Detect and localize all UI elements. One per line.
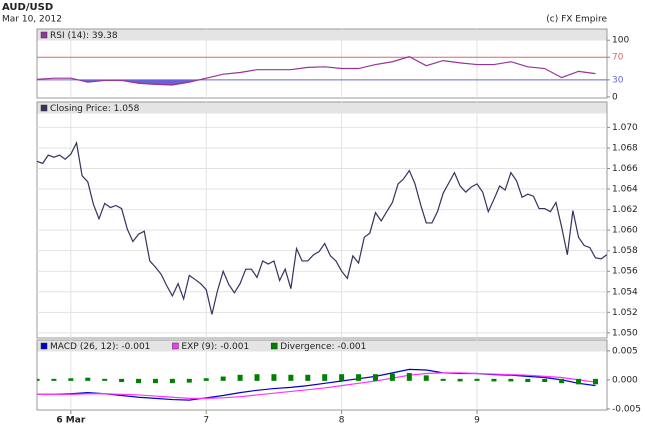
bar bbox=[271, 374, 277, 381]
legend-swatch bbox=[40, 104, 48, 112]
bar bbox=[37, 378, 40, 381]
y-tick-label: 1.066 bbox=[612, 164, 638, 174]
plot-area bbox=[37, 340, 598, 410]
bar bbox=[491, 378, 497, 382]
panel-header bbox=[37, 102, 607, 114]
bar bbox=[254, 374, 260, 381]
y-tick-label: 0.005 bbox=[612, 346, 638, 356]
panel bbox=[36, 101, 608, 339]
y-tick-label: -0.005 bbox=[612, 404, 641, 414]
bar bbox=[372, 374, 378, 381]
bar bbox=[237, 374, 243, 381]
bar bbox=[339, 374, 345, 381]
legend-label: RSI (14): 39.38 bbox=[50, 31, 118, 41]
bar bbox=[474, 378, 480, 381]
bar bbox=[576, 378, 582, 385]
legend-swatch bbox=[40, 31, 48, 39]
y-tick-label: 1.050 bbox=[612, 328, 638, 338]
series-line bbox=[37, 55, 596, 86]
bar bbox=[169, 378, 175, 384]
x-tick-label: 7 bbox=[203, 416, 209, 426]
bar bbox=[457, 378, 463, 382]
bar bbox=[85, 377, 91, 381]
y-tick-label: 30 bbox=[612, 75, 624, 85]
bar bbox=[423, 375, 429, 381]
y-tick-label: 1.052 bbox=[612, 308, 638, 318]
bar bbox=[525, 378, 531, 383]
y-tick-label: 1.054 bbox=[612, 287, 638, 297]
y-tick-label: 1.060 bbox=[612, 226, 638, 236]
bar bbox=[322, 374, 328, 381]
y-tick-label: 100 bbox=[612, 36, 629, 46]
legend-swatch bbox=[172, 342, 179, 350]
series-line bbox=[37, 372, 596, 400]
chart-subtitle: Mar 10, 2012 bbox=[2, 15, 62, 25]
x-tick-label: 8 bbox=[339, 416, 345, 426]
y-tick-label: 0 bbox=[612, 92, 618, 102]
legend-label: EXP (9): -0.001 bbox=[181, 342, 249, 352]
bar bbox=[203, 378, 209, 381]
bar bbox=[440, 378, 446, 381]
bar bbox=[51, 378, 57, 381]
series-line bbox=[37, 140, 607, 315]
bar bbox=[389, 373, 395, 381]
bar bbox=[542, 378, 548, 383]
y-tick-label: 0.000 bbox=[612, 375, 638, 385]
legend-label: MACD (26, 12): -0.001 bbox=[50, 342, 150, 352]
x-tick-label: 9 bbox=[474, 416, 480, 426]
bar bbox=[152, 378, 158, 384]
bar bbox=[305, 374, 311, 381]
y-tick-label: 1.064 bbox=[612, 185, 638, 195]
bar bbox=[119, 378, 125, 383]
bar bbox=[406, 373, 412, 381]
bar bbox=[508, 378, 514, 382]
bar bbox=[68, 378, 74, 381]
y-tick-label: 70 bbox=[612, 53, 624, 63]
bar bbox=[559, 378, 565, 384]
bar bbox=[186, 378, 192, 383]
source: (c) FX Empire bbox=[546, 15, 607, 25]
y-tick-label: 1.062 bbox=[612, 205, 638, 215]
legend-swatch bbox=[40, 342, 48, 350]
bar bbox=[220, 376, 226, 381]
x-tick-label: 6 Mar bbox=[56, 416, 85, 426]
y-tick-label: 1.070 bbox=[612, 123, 638, 133]
plot-area bbox=[37, 102, 607, 338]
chart-title: AUD/USD bbox=[2, 2, 53, 13]
legend-swatch bbox=[270, 342, 278, 350]
y-tick-label: 1.056 bbox=[612, 267, 638, 277]
panel-header bbox=[37, 29, 607, 41]
y-tick-label: 1.068 bbox=[612, 143, 638, 153]
bar bbox=[592, 378, 598, 385]
legend-label: Divergence: -0.001 bbox=[280, 342, 366, 352]
legend-label: Closing Price: 1.058 bbox=[50, 104, 140, 114]
panel-header bbox=[37, 340, 607, 352]
bar bbox=[136, 378, 142, 384]
y-tick-label: 1.058 bbox=[612, 246, 638, 256]
bar bbox=[288, 374, 294, 381]
bar bbox=[102, 378, 108, 381]
plot-area bbox=[37, 29, 607, 98]
bar bbox=[356, 374, 362, 381]
